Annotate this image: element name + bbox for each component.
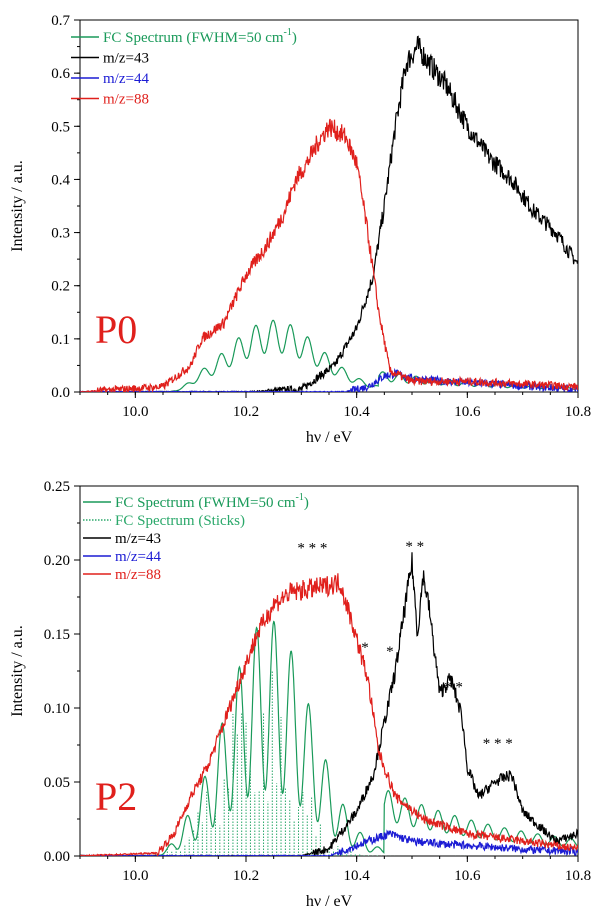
- y-tick-label: 0.7: [51, 13, 70, 29]
- plot-frame: [79, 19, 579, 393]
- peak-marker: * * *: [483, 736, 513, 752]
- panel-label: P2: [95, 774, 137, 819]
- legend-label-main: FC Spectrum (FWHM=50 cm: [103, 30, 284, 46]
- legend-label-sup: -1: [284, 27, 292, 38]
- legend-label: FC Spectrum (Sticks): [115, 513, 245, 529]
- x-tick-label: 10.6: [454, 404, 481, 420]
- y-tick-label: 0.25: [44, 479, 70, 495]
- x-tick-label: 10.0: [122, 404, 148, 420]
- y-tick-label: 0.10: [44, 701, 70, 717]
- peak-marker: * *: [405, 539, 424, 555]
- legend-label: m/z=44: [115, 549, 161, 565]
- y-tick-label: 0.05: [44, 775, 70, 791]
- y-tick-label: 0.2: [51, 279, 70, 295]
- legend-label: m/z=43: [115, 531, 161, 547]
- x-tick-label: 10.8: [565, 404, 591, 420]
- legend-label-main: FC Spectrum (FWHM=50 cm: [115, 495, 296, 511]
- x-tick-label: 10.4: [344, 868, 371, 884]
- y-tick-label: 0.20: [44, 553, 70, 569]
- y-tick-label: 0.3: [51, 226, 70, 242]
- x-tick-label: 10.8: [565, 868, 591, 884]
- legend: FC Spectrum (FWHM=50 cm-1) m/z=43 m/z=44 m/…: [71, 27, 297, 108]
- x-axis-label: hν / eV: [306, 429, 353, 446]
- peak-marker: *: [386, 644, 394, 660]
- y-tick-label: 0.00: [44, 849, 70, 865]
- legend-label-end: ): [304, 495, 309, 511]
- x-tick-label: 10.0: [122, 868, 148, 884]
- y-tick-label: 0.1: [51, 332, 70, 348]
- series-m-z-43: [80, 35, 578, 392]
- legend-label: FC Spectrum (FWHM=50 cm-1): [115, 492, 309, 511]
- x-tick-label: 10.6: [454, 868, 481, 884]
- peak-marker: * * *: [297, 541, 327, 557]
- legend-label: m/z=43: [103, 51, 149, 67]
- x-tick-label: 10.2: [233, 868, 259, 884]
- legend-label: FC Spectrum (FWHM=50 cm-1): [103, 27, 297, 46]
- y-tick-label: 0.6: [51, 66, 70, 82]
- chart-panel-P0: 10.0 10.2 10.4 10.6 10.8 0.0 0.1 0.2 0.3 0.4 0.5 0.…: [9, 13, 591, 446]
- series-m-z-44: [80, 829, 578, 856]
- legend-label: m/z=88: [103, 92, 149, 108]
- legend-label: m/z=88: [115, 567, 161, 583]
- y-tick-label: 0.5: [51, 119, 70, 135]
- legend: FC Spectrum (FWHM=50 cm-1) FC Spectrum (S…: [83, 492, 309, 583]
- series-fc-spectrum-sticks-: [162, 669, 453, 856]
- x-axis-label: hν / eV: [306, 893, 353, 910]
- legend-label-sup: -1: [296, 492, 304, 503]
- peak-marker: * *: [444, 680, 463, 696]
- series-group: [80, 35, 578, 392]
- peak-marker: *: [361, 640, 369, 656]
- legend-label-end: ): [292, 30, 297, 46]
- series-m-z-88: [80, 118, 578, 392]
- series-group: [80, 552, 578, 856]
- y-tick-label: 0.4: [51, 172, 70, 188]
- series-m-z-43: [80, 552, 578, 856]
- x-tick-label: 10.2: [233, 404, 259, 420]
- y-axis-label: Intensity / a.u.: [9, 625, 26, 717]
- y-tick-label: 0.15: [44, 627, 70, 643]
- series-m-z-88: [80, 573, 578, 856]
- y-tick-label: 0.0: [51, 385, 70, 401]
- legend-label: m/z=44: [103, 71, 149, 87]
- y-axis-label: Intensity / a.u.: [9, 160, 26, 252]
- x-tick-label: 10.4: [344, 404, 371, 420]
- panel-label: P0: [95, 307, 137, 352]
- chart-panel-P2: 10.0 10.2 10.4 10.6 10.8 0.00 0.05 0.10 0.15 0.20…: [9, 479, 591, 910]
